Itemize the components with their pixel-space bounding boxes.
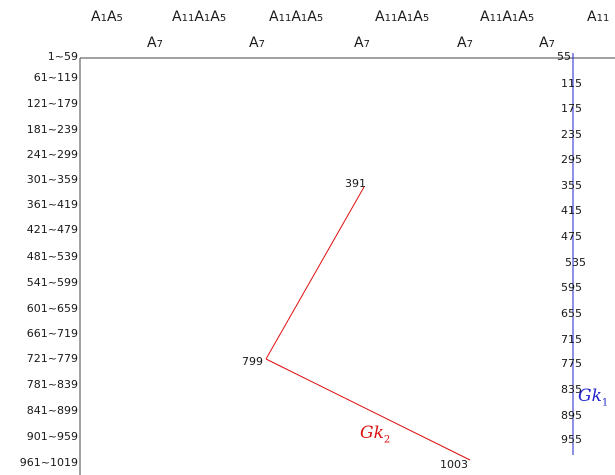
- header-label-row1: A11A1A5: [172, 9, 227, 25]
- row-range-label: 421~479: [26, 223, 78, 236]
- gk2-point-label: 1003: [440, 458, 468, 471]
- row-range-label: 121~179: [26, 97, 78, 110]
- header-label-row2: A7: [354, 35, 370, 51]
- gk1-value-label: 55: [557, 50, 571, 63]
- row-range-label: 781~839: [26, 378, 78, 391]
- gk2-point-label: 391: [345, 177, 366, 190]
- row-range-label: 601~659: [26, 302, 78, 315]
- gk1-value-label: 115: [561, 77, 582, 90]
- gk2-line-segment: [265, 358, 471, 461]
- header-label-row1: A1A5: [91, 9, 123, 25]
- row-range-label: 721~779: [26, 352, 78, 365]
- row-range-label: 901~959: [26, 430, 78, 443]
- header-label-row1: A11A1A5: [269, 9, 324, 25]
- header-label-row2: A7: [539, 35, 555, 51]
- header-label-row2: A7: [457, 35, 473, 51]
- gk1-value-label: 235: [561, 128, 582, 141]
- gk1-name: Gk1: [578, 386, 609, 409]
- gk1-value-label: 835: [561, 383, 582, 396]
- gk1-value-label: 895: [561, 409, 582, 422]
- row-range-label: 541~599: [26, 276, 78, 289]
- gk1-value-label: 655: [561, 307, 582, 320]
- row-range-label: 181~239: [26, 123, 78, 136]
- row-range-label: 481~539: [26, 250, 78, 263]
- row-range-label: 841~899: [26, 404, 78, 417]
- gk1-value-label: 955: [561, 433, 582, 446]
- header-label-row1: A11: [587, 9, 610, 25]
- header-label-row2: A7: [249, 35, 265, 51]
- gk1-value-label: 175: [561, 102, 582, 115]
- row-range-label: 1~59: [47, 50, 78, 63]
- row-range-label: 61~119: [33, 71, 78, 84]
- header-label-row1: A11A1A5: [480, 9, 535, 25]
- gk2-point-label: 799: [242, 355, 263, 368]
- gk1-value-label: 295: [561, 153, 582, 166]
- gk2-line-segment: [265, 186, 365, 360]
- gk1-value-label: 715: [561, 333, 582, 346]
- row-range-label: 361~419: [26, 198, 78, 211]
- gk2-name: Gk2: [360, 423, 391, 446]
- gk1-value-label: 355: [561, 179, 582, 192]
- gk1-value-label: 475: [561, 230, 582, 243]
- gk1-value-label: 535: [565, 256, 586, 269]
- header-label-row2: A7: [147, 35, 163, 51]
- header-label-row1: A11A1A5: [375, 9, 430, 25]
- row-range-label: 961~1019: [19, 456, 78, 469]
- gk1-value-label: 595: [561, 281, 582, 294]
- gk1-value-label: 775: [561, 357, 582, 370]
- row-range-label: 661~719: [26, 327, 78, 340]
- gk1-value-label: 415: [561, 204, 582, 217]
- row-range-label: 301~359: [26, 173, 78, 186]
- row-range-label: 241~299: [26, 148, 78, 161]
